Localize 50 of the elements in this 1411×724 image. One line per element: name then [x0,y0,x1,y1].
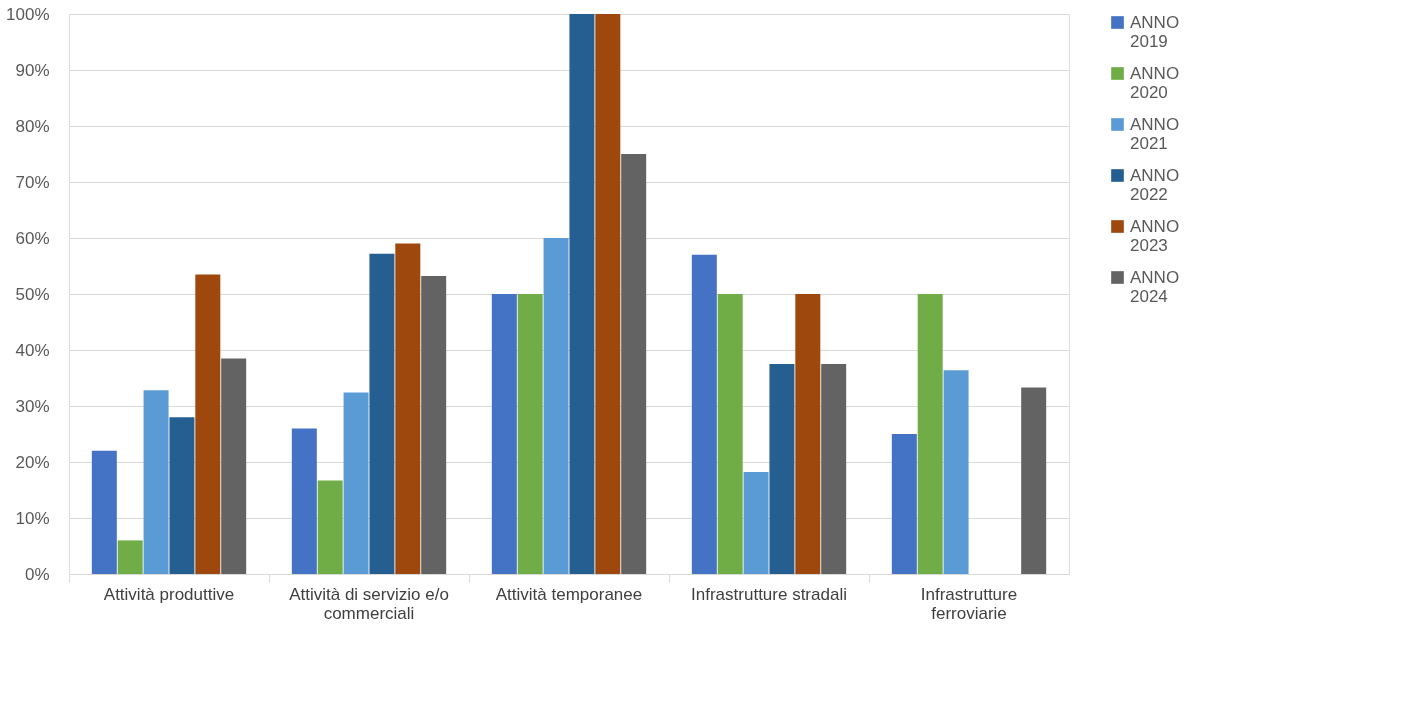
bar [569,14,595,574]
bar [517,294,543,574]
legend-label: ANNO 2023 [1130,216,1180,255]
bar [543,238,569,574]
bar [769,364,795,574]
y-tick-label: 100% [6,4,50,24]
y-tick-label: 70% [15,172,50,192]
bar [195,274,221,574]
x-tick-label: Infrastrutture ferroviarie [920,584,1018,623]
legend-label: ANNO 2020 [1130,63,1180,102]
y-tick-label: 0% [24,564,50,584]
x-tick-label: Attività temporanee [495,584,643,604]
y-tick-label: 30% [15,396,50,416]
y-tick-label: 50% [15,284,50,304]
bar [91,450,117,574]
bar [317,480,343,574]
bar [491,294,517,574]
legend-label: ANNO 2021 [1130,114,1180,153]
bar [795,294,821,574]
bar [621,154,647,574]
y-tick-label: 60% [15,228,50,248]
bar [343,392,369,574]
bar [395,243,421,574]
bar [291,428,317,574]
bar [143,390,169,574]
x-tick-label: Attività produttive [103,584,235,604]
bar [1021,387,1047,574]
x-tick-label: Attività di servizio e/o commerciali [289,584,449,623]
y-tick-label: 80% [15,116,50,136]
bar [169,417,195,574]
bar [117,540,143,574]
bar [943,370,969,574]
legend-label: ANNO 2019 [1130,12,1180,51]
bar [917,294,943,574]
bar [717,294,743,574]
bar [743,472,769,574]
y-tick-label: 20% [15,452,50,472]
bar [691,254,717,574]
bar [595,14,621,574]
bar [369,253,395,574]
bar [891,434,917,574]
y-tick-label: 10% [15,508,50,528]
legend-label: ANNO 2024 [1130,267,1180,306]
bar [221,358,247,574]
y-tick-label: 40% [15,340,50,360]
bar [421,276,447,574]
bar [821,364,847,574]
x-tick-label: Infrastrutture stradali [691,584,847,604]
y-tick-label: 90% [15,60,50,80]
legend-label: ANNO 2022 [1130,165,1180,204]
